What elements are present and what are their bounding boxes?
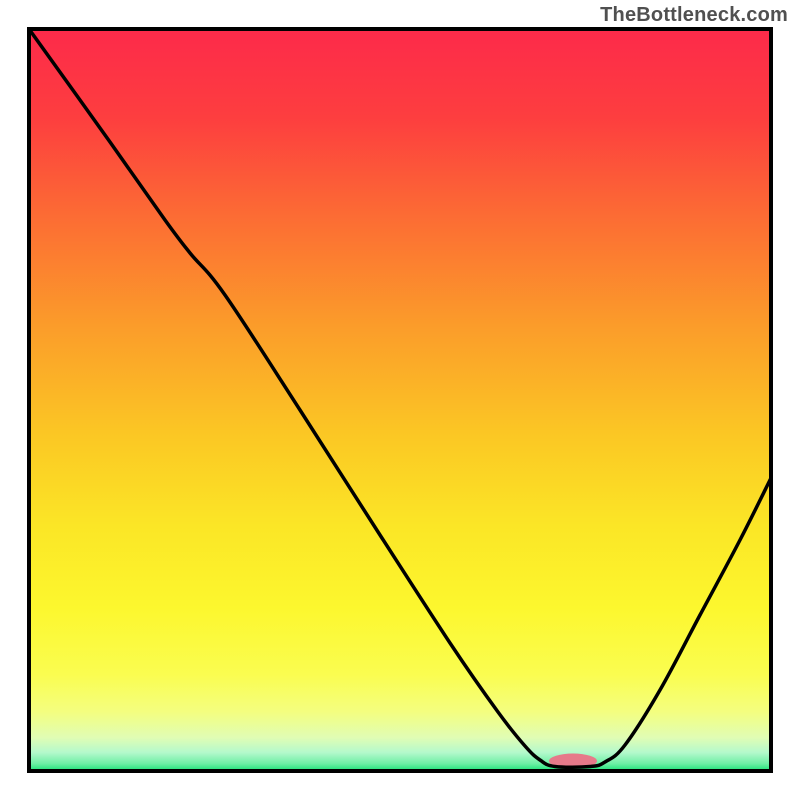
bottleneck-chart: [0, 0, 800, 800]
watermark-text: TheBottleneck.com: [600, 4, 788, 27]
chart-container: TheBottleneck.com: [0, 0, 800, 800]
gradient-background: [29, 29, 771, 771]
